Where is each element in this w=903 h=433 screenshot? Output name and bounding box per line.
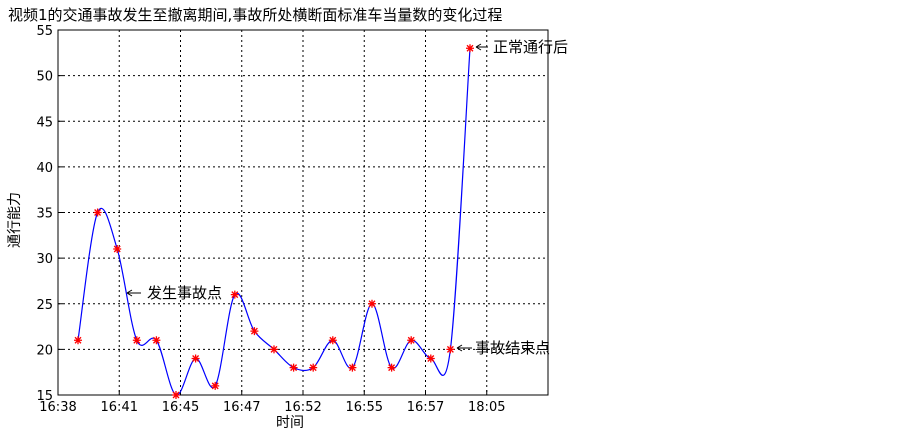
data-point-marker — [113, 245, 122, 253]
data-point-marker — [466, 44, 474, 53]
y-tick-label: 45 — [36, 115, 53, 130]
x-tick-label: 16:41 — [101, 400, 138, 415]
y-tick-label: 30 — [36, 252, 53, 267]
annotation-arrow-normal-after — [475, 43, 488, 51]
annotation-accident-end: 事故结束点 — [475, 339, 550, 357]
grid — [58, 30, 548, 395]
y-tick-label: 40 — [36, 161, 53, 176]
annotation-accident-start: 发生事故点 — [147, 284, 222, 302]
data-point-marker — [426, 354, 435, 363]
annotation-normal-after: 正常通行后 — [493, 38, 568, 56]
data-point-marker — [230, 290, 239, 299]
data-point-marker — [368, 299, 376, 308]
chart-title: 视频1的交通事故发生至撤离期间,事故所处横断面标准车当量数的变化过程 — [8, 6, 503, 24]
x-tick-label: 16:55 — [346, 400, 383, 415]
x-tick-label: 16:52 — [284, 400, 321, 415]
data-point-marker — [407, 336, 416, 345]
data-point-marker — [74, 336, 82, 345]
annotation-arrow-accident-end — [456, 344, 472, 352]
series-markers — [74, 44, 474, 399]
data-point-marker — [250, 327, 259, 336]
y-tick-label: 15 — [36, 389, 53, 404]
data-point-marker — [387, 363, 396, 372]
y-axis: 15 20 25 30 35 40 45 50 55 — [36, 24, 63, 404]
data-point-marker — [211, 381, 220, 390]
x-tick-label: 18:05 — [468, 400, 505, 415]
y-tick-label: 20 — [36, 343, 53, 358]
data-point-marker — [93, 208, 102, 217]
data-point-marker — [152, 336, 161, 345]
annotation-arrow-accident-start — [126, 289, 141, 297]
x-axis-label: 时间 — [276, 415, 304, 431]
data-point-marker — [309, 363, 318, 372]
data-point-marker — [446, 345, 455, 354]
annotations: 正常通行后 发生事故点 事故结束点 — [126, 38, 568, 357]
data-point-marker — [328, 336, 337, 345]
y-axis-label: 通行能力 — [7, 192, 23, 248]
x-tick-label: 16:47 — [223, 400, 260, 415]
x-tick-label: 16:57 — [407, 400, 444, 415]
data-point-marker — [191, 354, 200, 363]
data-point-marker — [132, 336, 141, 345]
data-point-marker — [172, 391, 180, 399]
data-point-marker — [289, 363, 298, 372]
y-tick-label: 50 — [36, 70, 53, 85]
y-tick-label: 25 — [36, 298, 53, 313]
data-point-marker — [348, 363, 357, 372]
y-tick-label: 55 — [36, 24, 53, 39]
y-tick-label: 35 — [36, 207, 53, 222]
data-point-marker — [270, 345, 278, 354]
x-tick-label: 16:45 — [162, 400, 199, 415]
x-axis: 16:38 16:41 16:45 16:47 16:52 16:55 16:57 18:05 — [39, 390, 505, 415]
x-tick-label: 16:38 — [39, 400, 76, 415]
